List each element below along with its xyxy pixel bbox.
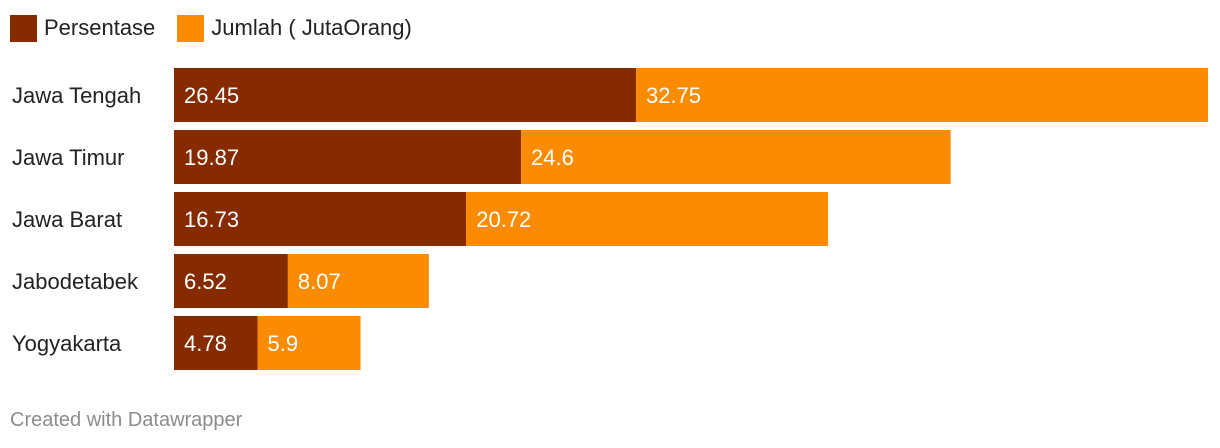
data-label-yogyakarta-series-1: 5.9	[267, 331, 298, 356]
data-label-jawa-tengah-series-1: 32.75	[646, 83, 701, 108]
category-label-jawa-barat: Jawa Barat	[12, 207, 122, 232]
bar-jabodetabek-series-1	[287, 254, 429, 308]
bar-yogyakarta-series-1	[257, 316, 361, 370]
legend-label-jumlah: Jumlah ( JutaOrang)	[211, 15, 412, 40]
category-label-jabodetabek: Jabodetabek	[12, 269, 139, 294]
category-label-jawa-timur: Jawa Timur	[12, 145, 124, 170]
bar-yogyakarta-series-0	[174, 316, 258, 370]
legend-label-persentase: Persentase	[44, 15, 156, 40]
bar-jawa-barat-series-1	[466, 192, 829, 246]
data-label-jawa-tengah-series-0: 26.45	[184, 83, 239, 108]
data-label-jawa-timur-series-0: 19.87	[184, 145, 239, 170]
bar-jawa-tengah-series-0	[174, 68, 636, 122]
bar-jawa-timur-series-1	[521, 130, 951, 184]
data-label-jawa-barat-series-0: 16.73	[184, 207, 239, 232]
legend-item-jumlah: Jumlah ( JutaOrang)	[177, 14, 412, 42]
category-label-jawa-tengah: Jawa Tengah	[12, 83, 141, 108]
data-label-yogyakarta-series-0: 4.78	[184, 331, 227, 356]
data-label-jawa-timur-series-1: 24.6	[531, 145, 574, 170]
footer-credit: Created with Datawrapper	[10, 409, 243, 431]
category-label-yogyakarta: Yogyakarta	[12, 331, 122, 356]
legend-swatch-jumlah	[177, 14, 205, 42]
bar-chart: Jawa Tengah 26.45 32.75 Jawa Timur 19.87 24.6…	[12, 68, 1208, 370]
data-label-jawa-barat-series-1: 20.72	[476, 207, 531, 232]
bar-jawa-timur-series-0	[174, 130, 522, 184]
legend-swatch-persentase	[10, 14, 37, 42]
legend-item-persentase: Persentase	[10, 14, 156, 42]
bar-jawa-barat-series-0	[174, 192, 467, 246]
bar-jabodetabek-series-0	[174, 254, 288, 308]
bar-jawa-tengah-series-1	[635, 68, 1208, 122]
data-label-jabodetabek-series-0: 6.52	[184, 269, 227, 294]
data-label-jabodetabek-series-1: 8.07	[298, 269, 341, 294]
legend: Persentase Jumlah ( JutaOrang)	[10, 12, 412, 44]
